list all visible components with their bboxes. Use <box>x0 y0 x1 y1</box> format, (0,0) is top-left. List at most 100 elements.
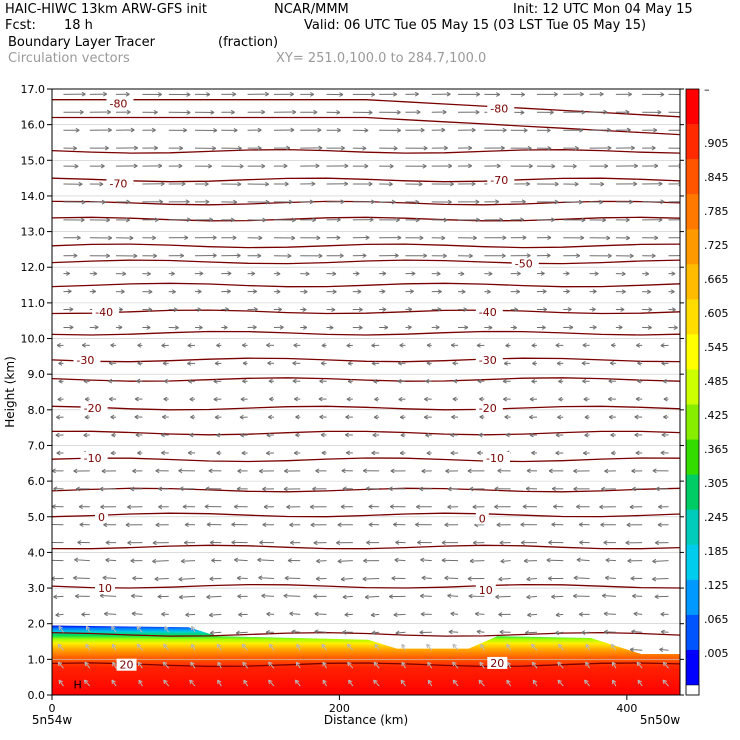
vector-arrow-head <box>655 486 660 492</box>
vector-arrow-head <box>373 679 378 685</box>
vector-arrow-head <box>81 199 86 205</box>
vector-arrow-head <box>417 540 422 545</box>
vector-arrow-head <box>239 163 244 169</box>
vector-arrow-head <box>162 414 167 420</box>
vector-arrow-head <box>204 181 209 187</box>
vector-arrow-head <box>242 360 247 366</box>
vector-arrow-head <box>496 92 501 97</box>
vector-arrow-head <box>259 468 264 474</box>
vector-arrow <box>164 626 170 633</box>
vector-arrow-head <box>426 342 431 348</box>
vector-arrow-head <box>122 271 127 277</box>
vector-arrow-head <box>57 396 62 402</box>
vector-arrow <box>57 643 64 651</box>
vector-arrow-head <box>237 145 242 151</box>
vector-arrow-head <box>316 558 321 564</box>
vector-arrow-head <box>368 110 373 115</box>
vector-arrow-head <box>422 163 427 169</box>
vector-arrow-head <box>553 504 558 509</box>
vector-arrow-head <box>585 643 590 649</box>
vector-arrow-head <box>182 127 188 133</box>
vector-arrow-head <box>636 661 642 667</box>
vector-arrow-head <box>418 181 423 187</box>
vector-arrow-head <box>174 325 179 330</box>
vector-arrow-head <box>631 629 636 635</box>
vector-arrow-head <box>136 643 142 649</box>
vector-arrow <box>373 661 380 669</box>
vector-arrow-head <box>155 468 160 474</box>
vector-arrow-head <box>84 661 89 667</box>
vector-arrow-head <box>130 558 135 564</box>
vector-arrow <box>652 560 669 562</box>
vector-arrow <box>216 643 222 651</box>
vector-arrow-head <box>358 325 363 330</box>
vector-arrow <box>401 643 406 651</box>
vector-arrow-head <box>526 468 531 474</box>
vector-arrow-head <box>100 163 105 169</box>
contour-label-bg <box>116 658 137 671</box>
vector-arrow-head <box>322 679 327 685</box>
vector-arrow-head <box>442 109 447 115</box>
vector-arrow-head <box>393 91 398 97</box>
vector-arrow-head <box>253 307 258 312</box>
y-tick-label: 15.0 <box>21 154 46 167</box>
vector-arrow-head <box>342 594 347 600</box>
vector-arrow-head <box>411 271 416 276</box>
isotherm-line <box>52 430 680 436</box>
vector-arrow <box>362 577 380 580</box>
vector-arrow-head <box>660 343 665 348</box>
vector-arrow-head <box>179 486 184 492</box>
vector-arrow-head <box>663 414 668 420</box>
vector-arrow-head <box>555 450 560 456</box>
vector-arrow-head <box>112 643 117 649</box>
vector-arrow <box>131 613 143 615</box>
vector-arrow-head <box>611 661 617 667</box>
vector-arrow-head <box>444 575 449 581</box>
vector-arrow-head <box>185 199 190 205</box>
y-tick-label: 17.0 <box>21 83 46 96</box>
vector-arrow-head <box>283 593 288 599</box>
vector-arrow-head <box>450 181 454 187</box>
vector-arrow-head <box>268 679 273 685</box>
vector-arrow-head <box>594 271 599 277</box>
vector-arrow-head <box>423 414 429 420</box>
isotherm-line <box>52 116 680 136</box>
colorbar-label: .305 <box>704 477 729 490</box>
vector-arrow-head <box>261 163 266 169</box>
vector-arrow-head <box>499 217 504 223</box>
vector-arrow-head <box>112 661 117 667</box>
vector-arrow-head <box>287 253 292 259</box>
vector-arrow-head <box>584 679 589 685</box>
vector-arrow-head <box>78 181 83 187</box>
vector-arrow-head <box>605 557 610 563</box>
vector-arrow <box>234 559 248 562</box>
vector-arrow <box>154 577 169 580</box>
vector-arrow-head <box>496 522 501 528</box>
vector-arrow-head <box>292 109 297 115</box>
contour-label: 0 <box>479 513 486 526</box>
colorbar-swatch <box>686 299 699 336</box>
vector-arrow-head <box>111 679 116 685</box>
vector-arrow-head <box>332 289 337 295</box>
contour-label-bg <box>487 102 515 115</box>
vector-arrow-head <box>75 486 80 492</box>
vector-arrow-head <box>415 217 420 223</box>
vector-arrow-head <box>505 343 510 348</box>
vector-arrow <box>268 679 275 687</box>
vector-arrow-head <box>394 557 399 563</box>
vector-arrow-head <box>261 109 266 115</box>
colorbar-swatch <box>686 404 699 441</box>
x-tick-label: 0 <box>49 702 56 715</box>
vector-arrow <box>371 631 380 634</box>
vector-arrow-head <box>633 611 638 617</box>
vector-arrow <box>531 661 538 669</box>
vector-arrow-head <box>132 468 137 474</box>
vector-arrow-head <box>125 522 130 528</box>
vector-arrow-head <box>632 593 637 599</box>
vector-arrow-head <box>460 271 465 277</box>
isotherm-line <box>52 148 680 154</box>
vector-arrow-head <box>133 253 138 259</box>
contour-label-bg <box>475 353 503 366</box>
vector-arrow-head <box>420 127 425 133</box>
vector-arrow-head <box>189 396 194 402</box>
